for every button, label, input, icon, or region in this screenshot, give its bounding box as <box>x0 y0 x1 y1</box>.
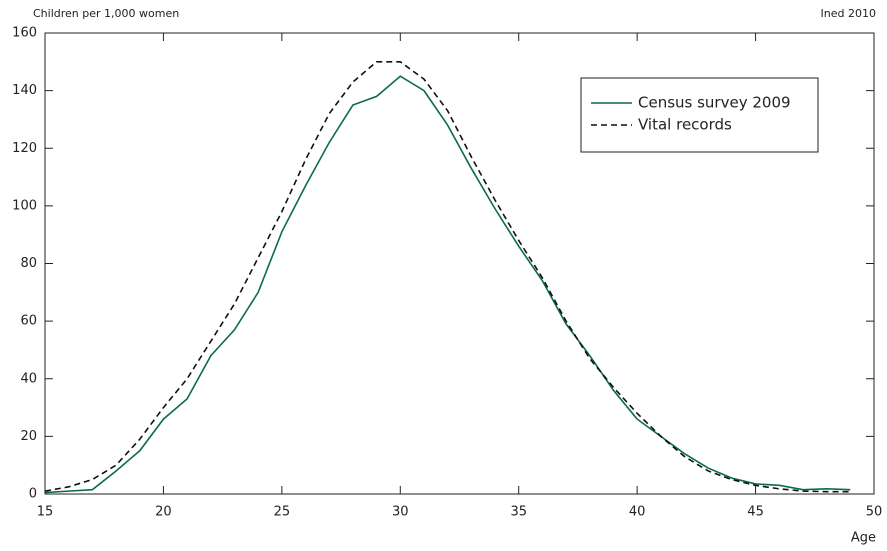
y-tick-label: 40 <box>20 371 37 386</box>
y-axis-label: Children per 1,000 women <box>33 7 179 20</box>
x-tick-label: 25 <box>274 505 291 520</box>
legend-label: Census survey 2009 <box>638 94 791 112</box>
y-tick-label: 140 <box>12 83 37 98</box>
x-tick-label: 15 <box>37 505 54 520</box>
legend-label: Vital records <box>638 116 732 134</box>
y-tick-label: 100 <box>12 198 37 213</box>
y-tick-label: 0 <box>29 487 37 502</box>
y-tick-label: 80 <box>20 256 37 271</box>
series-line <box>44 61 851 493</box>
x-tick-label: 40 <box>629 505 646 520</box>
x-tick-label: 35 <box>510 505 527 520</box>
y-tick-label: 160 <box>12 26 37 41</box>
x-tick-label: 45 <box>747 505 764 520</box>
y-tick-label: 20 <box>20 429 37 444</box>
x-axis-label: Age <box>851 531 876 546</box>
x-tick-label: 50 <box>866 505 883 520</box>
legend-box <box>580 77 819 153</box>
x-tick-label: 30 <box>392 505 409 520</box>
x-tick-label: 20 <box>155 505 172 520</box>
source: Ined 2010 <box>821 7 876 20</box>
series-line <box>44 75 851 494</box>
y-tick-label: 60 <box>20 314 37 329</box>
y-tick-label: 120 <box>12 141 37 156</box>
